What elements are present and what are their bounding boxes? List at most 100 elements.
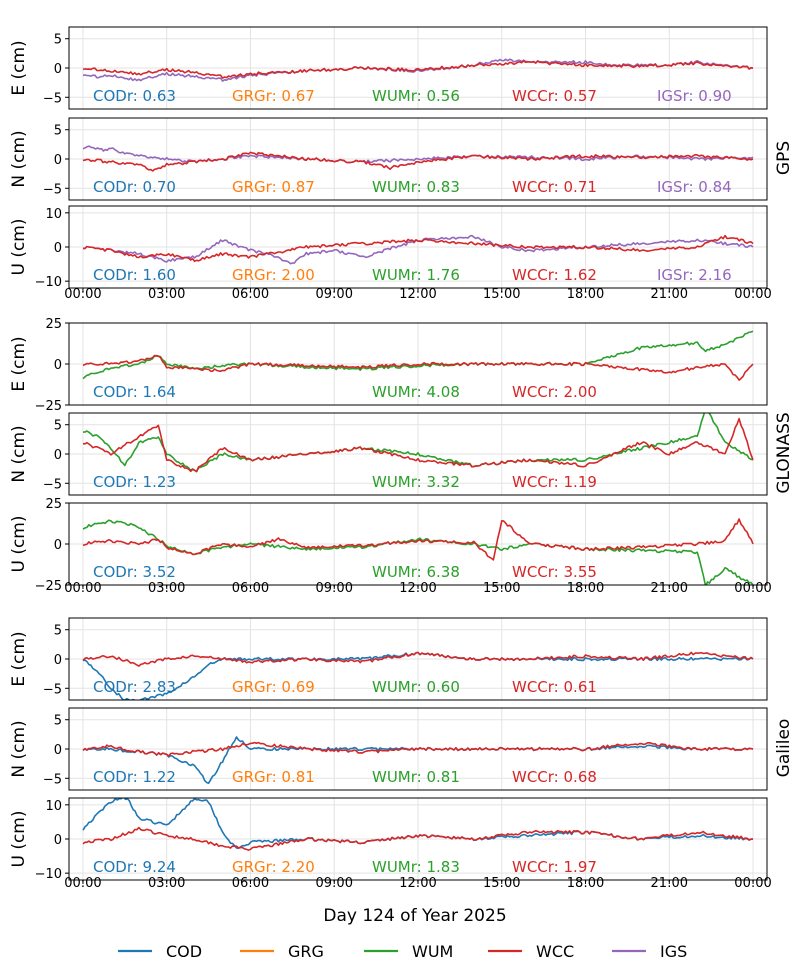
- x-tick-label: 06:00: [232, 287, 269, 302]
- x-tick-label: 15:00: [483, 287, 520, 302]
- group-galileo: −5 0 5 E (cm) CODr: 2.83 GRGr: 0.69 WUMr: 0.60…: [9, 617, 794, 891]
- panel-glonass-e: −25 0 25 E (cm) CODr: 1.64 WUMr: 4.08 WCCr: 2.…: [9, 317, 768, 414]
- stat-label-grg: GRGr: 0.87: [232, 178, 315, 196]
- stat-label-cod: CODr: 2.83: [93, 678, 176, 696]
- legend-label: WCC: [536, 942, 574, 960]
- series-line-wcc: [82, 151, 754, 172]
- y-tick-label: −5: [43, 477, 62, 492]
- x-tick-label: 21:00: [651, 876, 688, 891]
- y-tick-label: 10: [45, 799, 62, 814]
- panels-layer: −5 0 5 E (cm) CODr: 0.63 GRGr: 0.67 WUMr: 0.56…: [9, 26, 794, 891]
- y-tick-label: 0: [54, 241, 62, 256]
- y-axis-label: U (cm): [9, 515, 29, 572]
- series-line-igs: [82, 58, 754, 82]
- traces: [82, 58, 754, 82]
- x-tick-label: 18:00: [567, 581, 604, 596]
- stat-label-wum: WUMr: 6.38: [372, 563, 460, 581]
- panel-glonass-u: −25 0 25 U (cm) CODr: 3.52 WUMr: 6.38 WCCr: 3.…: [9, 497, 768, 594]
- traces: [82, 798, 754, 852]
- x-tick-label: 00:00: [64, 876, 101, 891]
- x-tick-label: 09:00: [316, 876, 353, 891]
- y-tick-label: 0: [54, 153, 62, 168]
- y-axis-label: E (cm): [9, 336, 29, 391]
- y-tick-label: 5: [54, 624, 62, 639]
- traces: [82, 330, 754, 381]
- y-axis-label: N (cm): [9, 425, 29, 482]
- y-tick-label: 0: [54, 358, 62, 373]
- stat-label-igs: IGSr: 2.16: [657, 266, 732, 284]
- traces: [82, 736, 754, 785]
- stat-label-wcc: WCCr: 0.61: [512, 678, 597, 696]
- legend-label: GRG: [288, 942, 324, 960]
- stat-label-wcc: WCCr: 1.19: [512, 473, 597, 491]
- traces: [82, 413, 754, 473]
- stat-label-grg: GRGr: 2.00: [232, 266, 315, 284]
- traces: [83, 234, 754, 265]
- stat-label-cod: CODr: 3.52: [93, 563, 176, 581]
- y-tick-label: 0: [54, 743, 62, 758]
- x-tick-label: 06:00: [232, 581, 269, 596]
- stat-label-cod: CODr: 9.24: [93, 858, 176, 876]
- y-tick-label: −5: [43, 772, 62, 787]
- traces: [82, 145, 754, 172]
- x-tick-label: 18:00: [567, 876, 604, 891]
- stat-label-cod: CODr: 0.70: [93, 178, 176, 196]
- y-tick-label: −10: [35, 867, 62, 882]
- y-tick-label: −5: [43, 682, 62, 697]
- y-tick-label: 10: [45, 207, 62, 222]
- legend-label: WUM: [412, 942, 453, 960]
- series-line-wcc: [82, 417, 754, 473]
- y-tick-label: 5: [54, 419, 62, 434]
- x-tick-label: 03:00: [148, 876, 185, 891]
- series-line-wcc: [83, 234, 754, 263]
- system-label: GLONASS: [774, 412, 794, 493]
- legend-item-wum: WUM: [364, 942, 453, 960]
- y-tick-label: 0: [54, 653, 62, 668]
- y-axis-label: E (cm): [9, 631, 29, 686]
- x-tick-label: 18:00: [567, 287, 604, 302]
- stat-label-cod: CODr: 1.23: [93, 473, 176, 491]
- x-tick-label: 06:00: [232, 876, 269, 891]
- stat-label-cod: CODr: 1.64: [93, 383, 176, 401]
- y-tick-label: 5: [54, 124, 62, 139]
- panel-gps-u: −10 0 10 U (cm) CODr: 1.60 GRGr: 2.00 WUMr: 1.…: [9, 205, 768, 290]
- stat-label-wum: WUMr: 0.56: [372, 87, 460, 105]
- stat-label-wcc: WCCr: 0.71: [512, 178, 597, 196]
- panel-gps-e: −5 0 5 E (cm) CODr: 0.63 GRGr: 0.67 WUMr: 0.56…: [9, 26, 768, 110]
- stat-label-cod: CODr: 1.60: [93, 266, 176, 284]
- y-tick-label: −5: [43, 182, 62, 197]
- y-tick-label: 25: [45, 497, 62, 512]
- stat-label-grg: GRGr: 2.20: [232, 858, 315, 876]
- group-gps: −5 0 5 E (cm) CODr: 0.63 GRGr: 0.67 WUMr: 0.56…: [9, 26, 794, 302]
- x-tick-label: 21:00: [651, 287, 688, 302]
- x-tick-label: 00:00: [734, 876, 771, 891]
- stat-label-igs: IGSr: 0.90: [657, 87, 732, 105]
- x-tick-label: 15:00: [483, 581, 520, 596]
- legend-item-cod: COD: [118, 942, 202, 960]
- x-tick-label: 09:00: [316, 581, 353, 596]
- x-tick-label: 00:00: [64, 581, 101, 596]
- stat-label-wcc: WCCr: 0.68: [512, 768, 597, 786]
- y-tick-label: 0: [54, 62, 62, 77]
- x-tick-label: 15:00: [483, 876, 520, 891]
- x-tick-label: 03:00: [148, 287, 185, 302]
- y-tick-label: 5: [54, 714, 62, 729]
- x-tick-label: 00:00: [734, 287, 771, 302]
- legend-item-wcc: WCC: [488, 942, 574, 960]
- stat-label-wcc: WCCr: 0.57: [512, 87, 597, 105]
- x-tick-label: 09:00: [316, 287, 353, 302]
- stat-label-wcc: WCCr: 2.00: [512, 383, 597, 401]
- stat-label-wcc: WCCr: 3.55: [512, 563, 597, 581]
- x-axis-label: Day 124 of Year 2025: [323, 906, 506, 926]
- stat-label-grg: GRGr: 0.81: [232, 768, 315, 786]
- x-tick-label: 12:00: [399, 581, 436, 596]
- group-glonass: −25 0 25 E (cm) CODr: 1.64 WUMr: 4.08 WCCr: 2.…: [9, 317, 794, 596]
- x-tick-label: 03:00: [148, 581, 185, 596]
- legend-label: IGS: [660, 942, 687, 960]
- series-line-wcc: [82, 518, 754, 561]
- panel-glonass-n: −5 0 5 N (cm) CODr: 1.23 WUMr: 3.32 WCCr: 1.19: [9, 412, 768, 496]
- y-tick-label: 0: [54, 833, 62, 848]
- series-line-wcc: [82, 651, 754, 667]
- stat-label-grg: GRGr: 0.67: [232, 87, 315, 105]
